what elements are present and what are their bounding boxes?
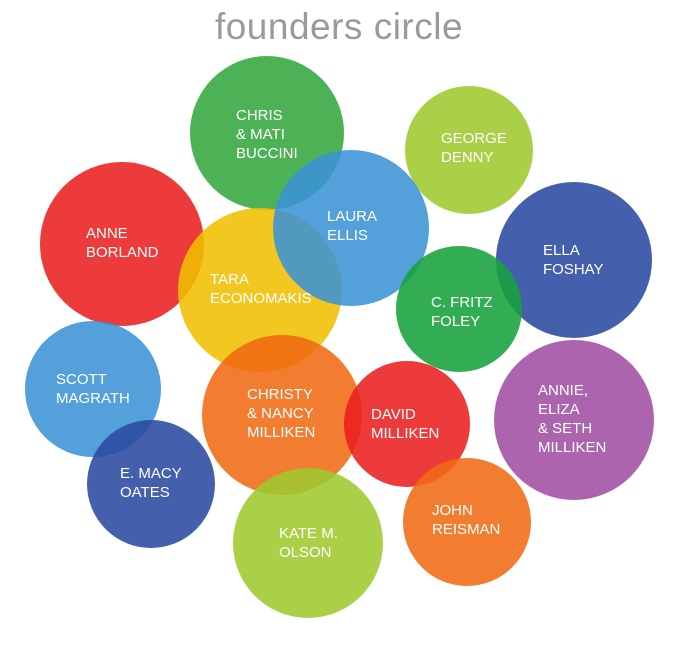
label-laura-ellis: LAURA ELLIS — [327, 208, 378, 244]
label-george-denny: GEORGE DENNY — [441, 130, 507, 166]
circle-e-macy-oates — [87, 420, 215, 548]
circle-annie-eliza-seth-milliken — [494, 340, 654, 500]
label-kate-m-olson: KATE M. OLSON — [279, 525, 338, 561]
circle-kate-m-olson — [233, 468, 383, 618]
circle-anne-borland — [40, 162, 204, 326]
label-john-reisman: JOHN REISMAN — [432, 502, 501, 538]
circle-ella-foshay — [496, 182, 652, 338]
label-anne-borland: ANNE BORLAND — [86, 225, 159, 261]
circle-christy-nancy-milliken — [202, 335, 362, 495]
label-c-fritz-foley: C. FRITZ FOLEY — [431, 294, 493, 330]
label-scott-magrath: SCOTT MAGRATH — [56, 371, 130, 407]
circle-george-denny — [405, 86, 533, 214]
circle-john-reisman — [403, 458, 531, 586]
circle-c-fritz-foley — [396, 246, 522, 372]
label-annie-eliza-seth-milliken: ANNIE, ELIZA & SETH MILLIKEN — [538, 382, 607, 456]
label-ella-foshay: ELLA FOSHAY — [543, 242, 604, 278]
label-christy-nancy-milliken: CHRISTY & NANCY MILLIKEN — [247, 386, 316, 441]
label-david-milliken: DAVID MILLIKEN — [371, 406, 440, 442]
label-chris-mati-buccini: CHRIS & MATI BUCCINI — [236, 107, 298, 162]
label-tara-economakis: TARA ECONOMAKIS — [210, 271, 312, 307]
page-title: founders circle — [214, 6, 464, 47]
label-e-macy-oates: E. MACY OATES — [120, 465, 182, 501]
